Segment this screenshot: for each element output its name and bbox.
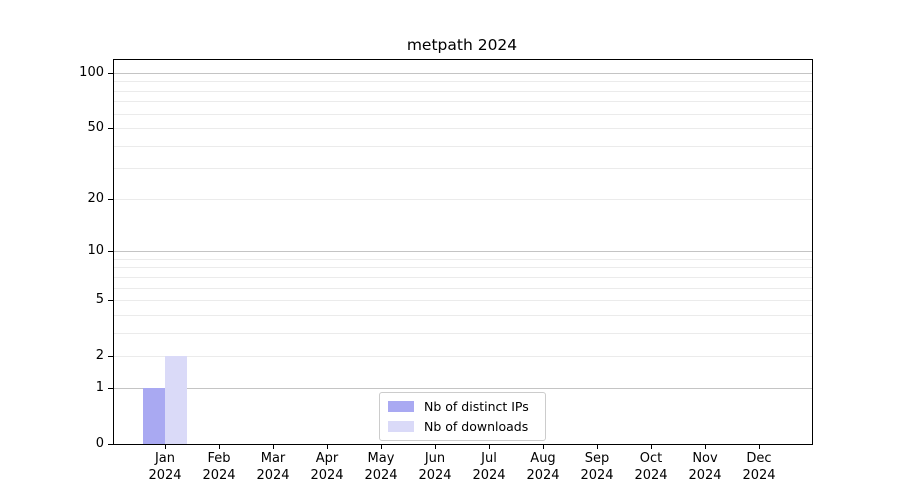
x-tick [651, 444, 652, 449]
x-tick-label-line: 2024 [688, 468, 722, 483]
gridline-minor [114, 258, 812, 260]
legend-item-downloads: Nb of downloads [388, 418, 537, 435]
x-tick-label: Jul 2024 [454, 450, 524, 484]
x-tick [435, 444, 436, 449]
x-tick-label-line: Jan [154, 451, 176, 466]
y-tick [108, 198, 114, 200]
x-tick-label-line: Apr [315, 451, 339, 466]
x-tick [543, 444, 544, 449]
x-tick-label: Mar 2024 [238, 450, 308, 484]
gridline-minor [114, 100, 812, 102]
gridline-major [114, 72, 812, 74]
x-tick-label: Jun 2024 [400, 450, 470, 484]
gridline-minor [114, 198, 812, 200]
x-tick-label-line: Sep [584, 451, 610, 466]
x-tick [489, 444, 490, 449]
gridline-minor [114, 145, 812, 147]
x-tick-label: Apr 2024 [292, 450, 362, 484]
gridline-minor [114, 90, 812, 92]
gridline-major [114, 250, 812, 252]
y-tick [108, 127, 114, 129]
x-tick-label: Jan 2024 [130, 450, 200, 484]
x-tick-label-line: Jul [481, 451, 497, 466]
x-tick-label-line: 2024 [148, 468, 182, 483]
gridline-minor [114, 127, 812, 129]
x-tick-label-line: 2024 [526, 468, 560, 483]
gridline-minor [114, 167, 812, 169]
gridline-minor [114, 299, 812, 301]
bar-nb-of-downloads-0 [165, 355, 187, 444]
x-tick-label-line: Feb [207, 451, 231, 466]
y-tick-label: 50 [87, 119, 104, 135]
x-tick-label-line: 2024 [634, 468, 668, 483]
x-tick-label-line: 2024 [418, 468, 452, 483]
gridline-minor [114, 314, 812, 316]
y-tick-label: 20 [87, 191, 104, 207]
gridline-minor [114, 80, 812, 82]
y-tick-label: 1 [95, 380, 104, 396]
x-tick-label-line: 2024 [472, 468, 506, 483]
gridline-minor [114, 287, 812, 289]
y-tick-label: 5 [95, 291, 104, 307]
x-tick-label: Feb 2024 [184, 450, 254, 484]
x-tick-label-line: Dec [746, 451, 772, 466]
gridline-minor [114, 266, 812, 268]
plot-area: 0 1 2 5 10 20 50 100 Jan 2024 Feb 2024 Mar 2024 Apr 202… [79, 59, 813, 483]
x-tick-label-line: 2024 [310, 468, 344, 483]
gridline-major [114, 387, 812, 389]
y-tick [108, 299, 114, 301]
gridline-minor [114, 276, 812, 278]
gridline-minor [114, 355, 812, 357]
y-tick [108, 387, 114, 389]
y-tick [108, 72, 114, 74]
y-tick [108, 250, 114, 252]
x-tick [165, 444, 166, 449]
x-tick-label: Aug 2024 [508, 450, 578, 484]
legend-swatch-downloads [388, 421, 414, 432]
x-tick [381, 444, 382, 449]
x-tick [705, 444, 706, 449]
x-tick-label-line: 2024 [364, 468, 398, 483]
x-tick-label-line: 2024 [256, 468, 290, 483]
x-tick [597, 444, 598, 449]
y-tick [108, 443, 114, 445]
y-tick-label: 100 [79, 65, 104, 81]
x-tick-label: May 2024 [346, 450, 416, 484]
x-tick-label-line: Oct [639, 451, 663, 466]
y-tick-label: 0 [95, 436, 104, 451]
y-tick-label: 2 [95, 347, 104, 363]
x-tick-label-line: Jun [424, 451, 446, 466]
legend-swatch-distinct-ips [388, 401, 414, 412]
x-tick-label-line: 2024 [202, 468, 236, 483]
legend: Nb of distinct IPs Nb of downloads [379, 392, 546, 441]
x-tick-label: Nov 2024 [670, 450, 740, 484]
x-tick-label-line: Nov [692, 451, 718, 466]
x-tick-label: Dec 2024 [724, 450, 794, 484]
x-tick [327, 444, 328, 449]
gridline-minor [114, 113, 812, 115]
legend-label-downloads: Nb of downloads [424, 419, 529, 434]
x-tick [219, 444, 220, 449]
legend-label-distinct-ips: Nb of distinct IPs [424, 399, 529, 414]
x-tick-label-line: 2024 [742, 468, 776, 483]
x-tick-label: Oct 2024 [616, 450, 686, 484]
x-tick-label-line: 2024 [580, 468, 614, 483]
x-tick-label: Sep 2024 [562, 450, 632, 484]
x-tick [759, 444, 760, 449]
bar-nb-of-distinct-ips-0 [143, 388, 165, 444]
x-tick-label-line: Aug [530, 451, 556, 466]
y-tick [108, 355, 114, 357]
chart-title: metpath 2024 [406, 36, 518, 54]
x-tick-label-line: Mar [260, 451, 286, 466]
legend-item-distinct-ips: Nb of distinct IPs [388, 398, 537, 415]
gridline-minor [114, 332, 812, 334]
x-tick-label-line: May [367, 451, 395, 466]
y-tick-label: 10 [87, 243, 104, 259]
x-tick [273, 444, 274, 449]
